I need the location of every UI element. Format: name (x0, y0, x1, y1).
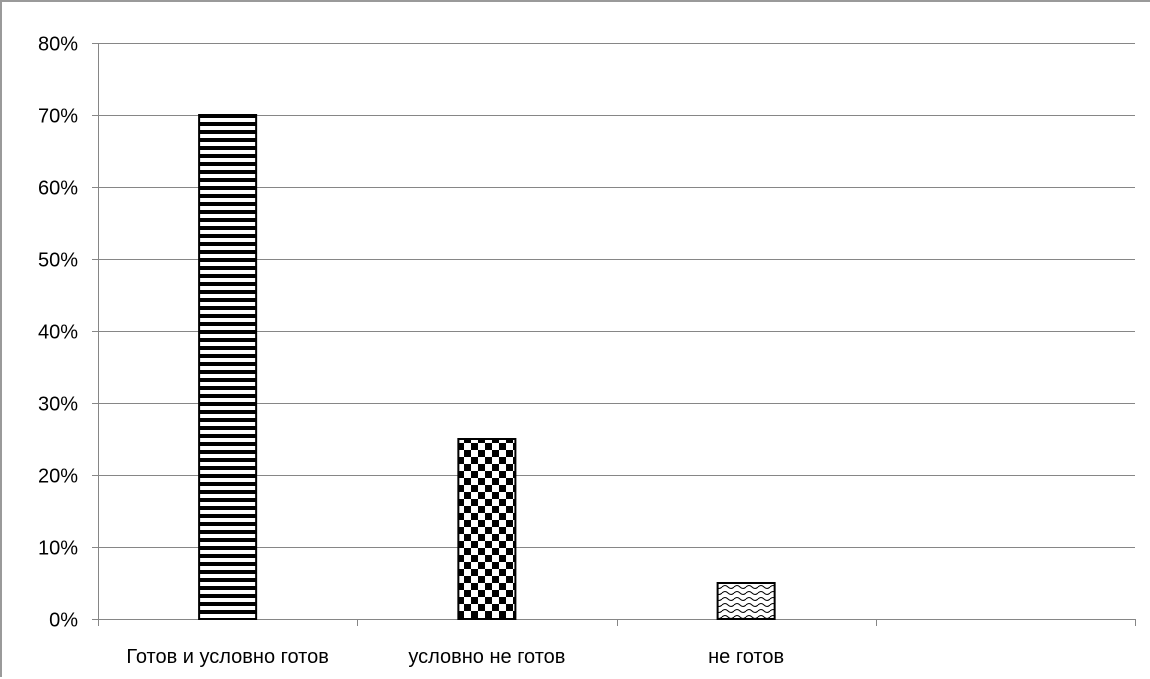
y-tick-label: 40% (38, 322, 78, 344)
y-tick-label: 20% (38, 466, 78, 488)
gridlines (98, 43, 1135, 548)
y-tick-label: 60% (38, 178, 78, 200)
bar (457, 438, 517, 620)
bar (716, 582, 776, 620)
y-tick-label: 50% (38, 250, 78, 272)
x-category-label: условно не готов (408, 646, 565, 668)
x-category-label: не готов (708, 646, 784, 668)
y-tick-label: 0% (49, 610, 78, 632)
bars (198, 114, 776, 620)
bar (198, 114, 258, 620)
y-tick-labels: 0% 10% 20% 30% 40% 50% 60% 70% 80% (38, 34, 78, 632)
y-tick-label: 80% (38, 34, 78, 56)
axes (92, 43, 1136, 626)
x-category-labels: Готов и условно готов условно не готов не … (126, 646, 784, 668)
y-tick-label: 10% (38, 538, 78, 560)
y-tick-label: 70% (38, 106, 78, 128)
x-category-label: Готов и условно готов (126, 646, 329, 668)
y-tick-label: 30% (38, 394, 78, 416)
